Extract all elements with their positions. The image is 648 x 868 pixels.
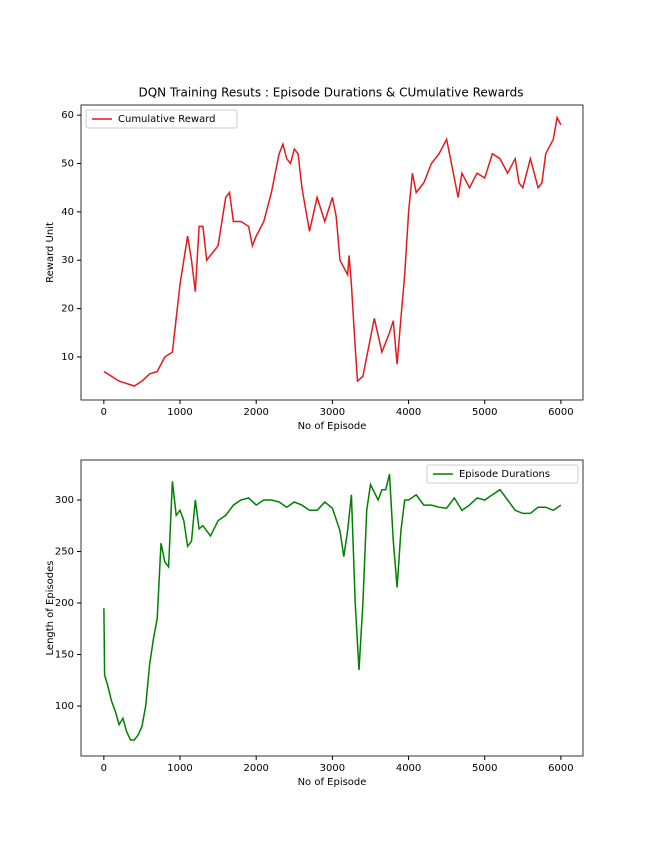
x-tick-label: 2000 [243, 407, 268, 418]
x-tick-label: 3000 [320, 763, 345, 774]
x-tick-label: 6000 [548, 763, 573, 774]
x-axis-label: No of Episode [298, 421, 367, 432]
y-tick-label: 10 [61, 352, 74, 363]
line-series [103, 115, 562, 387]
x-tick-label: 0 [101, 763, 107, 774]
legend-label: Episode Durations [459, 469, 550, 480]
x-tick-label: 5000 [472, 763, 497, 774]
y-tick-label: 60 [61, 110, 74, 121]
y-tick-label: 250 [55, 546, 74, 557]
y-tick-label: 40 [61, 207, 74, 218]
y-tick-label: 20 [61, 304, 74, 315]
chart-title: DQN Training Resuts : Episode Durations … [138, 86, 523, 100]
y-tick-label: 30 [61, 255, 74, 266]
legend-label: Cumulative Reward [118, 114, 216, 125]
x-tick-label: 6000 [548, 407, 573, 418]
x-tick-label: 4000 [396, 763, 421, 774]
x-tick-label: 5000 [472, 407, 497, 418]
y-tick-label: 200 [55, 598, 74, 609]
y-tick-label: 100 [55, 701, 74, 712]
x-tick-label: 1000 [167, 407, 192, 418]
line-series [103, 474, 562, 741]
y-axis-label: Length of Episodes [45, 561, 56, 656]
x-tick-label: 1000 [167, 763, 192, 774]
y-tick-label: 300 [55, 495, 74, 506]
y-tick-label: 150 [55, 650, 74, 661]
x-axis-label: No of Episode [298, 777, 367, 788]
legend-box [85, 109, 238, 129]
y-tick-label: 50 [61, 159, 74, 170]
x-tick-label: 2000 [243, 763, 268, 774]
y-axis-label: Reward Unit [45, 222, 56, 283]
legend-box [426, 464, 579, 484]
x-tick-label: 0 [101, 407, 107, 418]
x-tick-label: 3000 [320, 407, 345, 418]
x-tick-label: 4000 [396, 407, 421, 418]
